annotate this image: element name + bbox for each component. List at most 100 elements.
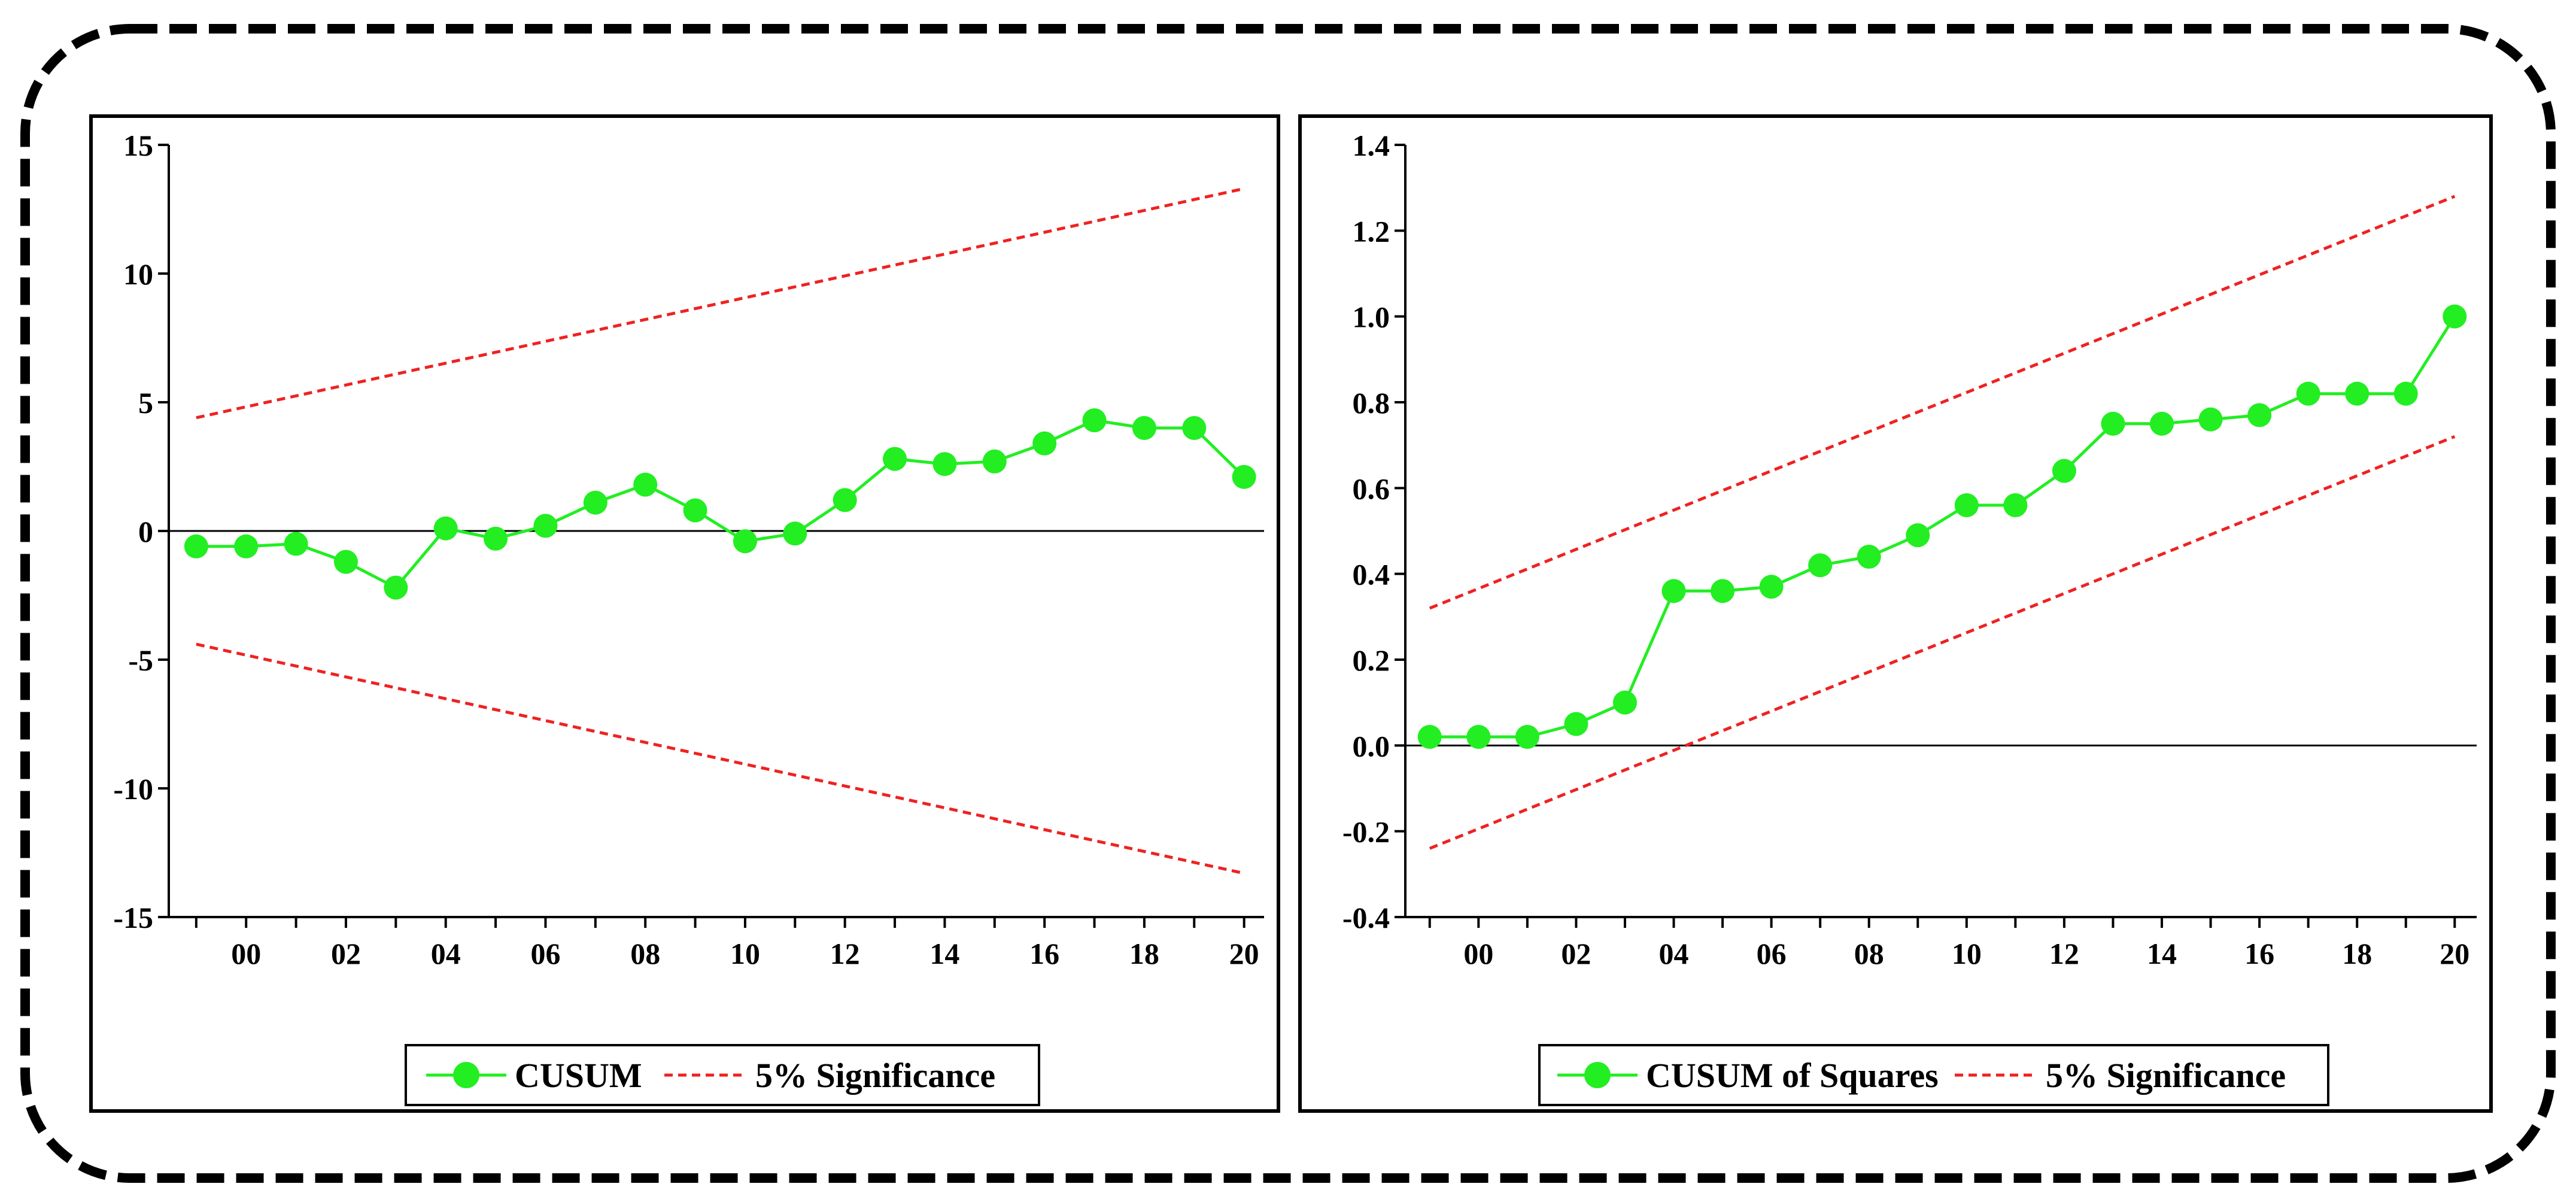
cusum-data-point	[433, 516, 458, 541]
cusum-x-tick-label: 16	[1029, 937, 1059, 970]
cusum-data-point	[883, 447, 907, 471]
cusumsq-y-tick-label: 1.0	[1353, 300, 1390, 334]
cusum-data-point	[683, 498, 707, 523]
cusum-x-tick-label: 00	[231, 937, 261, 970]
cusumsq-data-point	[2052, 459, 2076, 483]
cusumsq-data-point	[1857, 545, 1881, 569]
cusumsq-x-tick-label: 10	[1952, 937, 1982, 970]
cusum-x-tick-label: 12	[830, 937, 860, 970]
cusumsq-data-point	[1954, 493, 1979, 517]
cusum-data-point	[1082, 408, 1107, 433]
cusumsq-x-tick-label: 14	[2147, 937, 2177, 970]
cusumsq-significance-bound-lower	[1429, 435, 2456, 850]
cusum-data-point	[583, 490, 607, 515]
cusumsq-y-tick-label: -0.2	[1342, 815, 1390, 849]
cusumsq-legend-marker-swatch	[1584, 1062, 1611, 1088]
cusum-data-point	[284, 532, 308, 556]
cusumsq-y-tick-label: 0.8	[1353, 386, 1390, 420]
cusum-data-point	[733, 529, 757, 554]
cusumsq-data-point	[1759, 575, 1784, 599]
cusum-data-point	[484, 526, 508, 551]
cusum-chart-panel: 15 10 5 0 -5 -10 -15 00 02 04 06 08 10 12 14 16 18 20 CUS…	[89, 114, 1280, 1113]
cusumsq-y-tick-label: 0.0	[1353, 729, 1390, 763]
cusum-y-tick-label: 15	[123, 129, 153, 162]
cusum-data-point	[982, 449, 1007, 473]
cusumsq-data-point	[1417, 725, 1442, 749]
cusum-data-point	[833, 488, 857, 512]
cusum-series-line	[196, 418, 1246, 590]
cusum-x-tick-label: 08	[630, 937, 660, 970]
cusumsq-data-point	[1711, 579, 1735, 603]
cusumsq-x-tick-label: 12	[2049, 937, 2079, 970]
cusum-panel-frame	[89, 114, 1280, 1113]
cusum-plot-area: 15 10 5 0 -5 -10 -15 00 02 04 06 08 10 12 14 16 18 20	[113, 129, 1264, 970]
cusum-data-point	[384, 575, 408, 600]
cusumsq-data-point	[1515, 725, 1539, 749]
cusumsq-x-tick-label: 04	[1659, 937, 1689, 970]
cusum-data-point	[533, 514, 558, 538]
cusumsq-data-point	[2296, 381, 2320, 406]
cusum-x-tick-label: 02	[331, 937, 361, 970]
cusum-data-point	[1132, 416, 1156, 440]
cusum-data-point	[333, 550, 358, 574]
cusumsq-data-point	[2150, 411, 2174, 436]
cusumsq-legend-label: CUSUM of Squares	[1646, 1056, 1939, 1095]
cusumsq-data-point	[1612, 690, 1637, 715]
cusum-legend: CUSUM 5% Significance	[405, 1044, 1040, 1106]
cusumsq-data-point	[2198, 407, 2223, 432]
cusumsq-plot-area: 1.4 1.2 1.0 0.8 0.6 0.4 0.2 0.0 -0.2 -0.4 00 02 04 06…	[1342, 129, 2477, 970]
cusumsq-y-tick-label: 0.2	[1353, 644, 1390, 677]
cusumsq-x-tick-label: 02	[1561, 937, 1591, 970]
cusum-data-point	[234, 534, 259, 558]
cusum-x-tick-label: 10	[730, 937, 760, 970]
cusumsq-x-tick-label: 20	[2440, 937, 2469, 970]
cusumsq-legend: CUSUM of Squares 5% Significance	[1538, 1044, 2329, 1106]
cusumsq-data-point	[1906, 523, 1930, 548]
cusumsq-x-tick-label: 08	[1854, 937, 1884, 970]
cusum-x-tick-label: 04	[431, 937, 461, 970]
cusum-data-point	[1182, 416, 1207, 440]
cusumsq-y-tick-label: 0.4	[1353, 558, 1390, 591]
cusumsq-significance-bound-upper	[1429, 195, 2456, 610]
cusum-legend-significance-label: 5% Significance	[755, 1056, 995, 1095]
cusumsq-legend-box	[1538, 1044, 2329, 1106]
cusumsq-y-tick-label: 1.2	[1353, 214, 1390, 248]
cusum-y-tick-label: 10	[123, 257, 153, 291]
cusumsq-series-line	[1429, 315, 2456, 739]
cusumsq-data-point	[1564, 712, 1588, 736]
cusum-x-tick-label: 14	[929, 937, 959, 970]
cusum-x-tick-label: 06	[530, 937, 560, 970]
cusumsq-data-point	[2003, 493, 2028, 517]
cusum-legend-marker-swatch	[453, 1062, 479, 1088]
cusum-y-tick-label: 0	[138, 515, 153, 548]
cusum-data-point	[1032, 431, 1057, 456]
cusumsq-legend-significance-label: 5% Significance	[2046, 1056, 2286, 1095]
cusum-legend-label: CUSUM	[515, 1056, 642, 1095]
cusumsq-data-point	[1466, 725, 1491, 749]
cusum-y-tick-label: -5	[128, 644, 153, 677]
cusumsq-data-point	[2443, 304, 2467, 329]
cusumsq-x-tick-label: 16	[2244, 937, 2274, 970]
cusumsq-y-tick-label: 1.4	[1353, 129, 1390, 162]
cusum-data-point	[1232, 465, 1256, 489]
cusumsq-x-tick-label: 00	[1463, 937, 1493, 970]
cusum-y-tick-label: -10	[113, 772, 153, 806]
cusum-data-point	[633, 472, 658, 497]
cusum-y-tick-label: -15	[113, 901, 153, 934]
cusumsq-data-point	[2345, 381, 2370, 406]
cusum-y-tick-label: 5	[138, 386, 153, 420]
cusumsq-panel-frame	[1298, 114, 2493, 1113]
outer-dashed-frame	[20, 24, 2556, 1183]
cusumsq-y-tick-label: 0.6	[1353, 472, 1390, 505]
cusumsq-x-tick-label: 18	[2342, 937, 2372, 970]
cusumsq-y-tick-label: -0.4	[1342, 901, 1390, 934]
cusum-of-squares-chart-panel: 1.4 1.2 1.0 0.8 0.6 0.4 0.2 0.0 -0.2 -0.4 00 02 04 06…	[1298, 114, 2493, 1113]
cusumsq-data-point	[1661, 579, 1686, 603]
cusum-data-point	[783, 521, 807, 546]
cusumsq-data-point	[2247, 403, 2272, 427]
cusum-data-point	[932, 452, 957, 476]
cusumsq-data-point	[2101, 411, 2125, 436]
cusumsq-x-tick-label: 06	[1757, 937, 1787, 970]
cusum-x-tick-label: 18	[1129, 937, 1159, 970]
